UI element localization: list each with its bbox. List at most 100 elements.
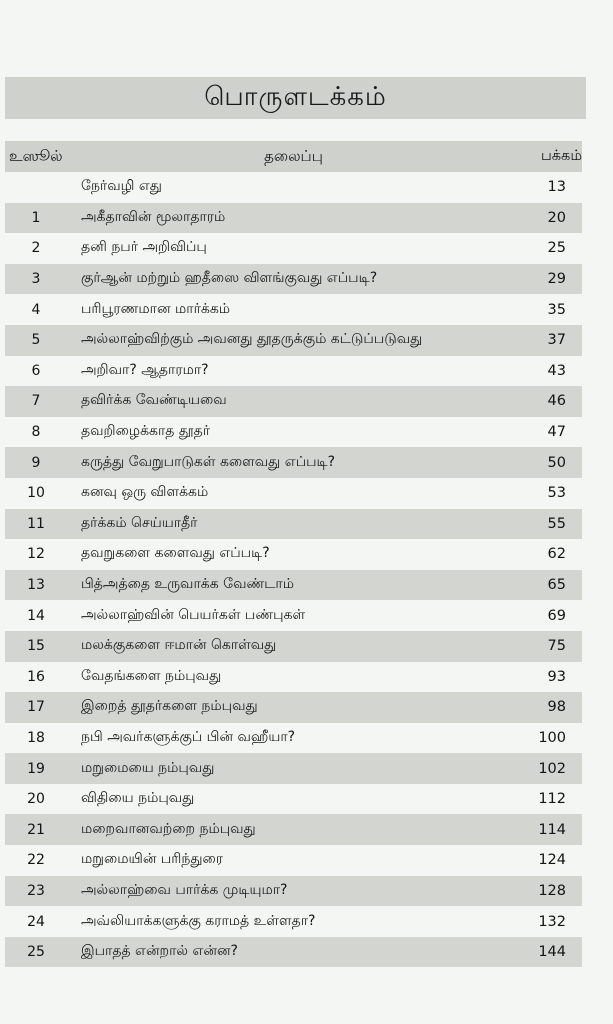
title-band: பொருளடக்கம் <box>5 77 586 119</box>
chapter-topic: தவறிழைக்காத தூதர் <box>81 423 211 440</box>
table-row: 13 பித்அத்தை உருவாக்க வேண்டாம் 65 <box>5 569 582 601</box>
table-header: உஸூல் தலைப்பு பக்கம் <box>5 141 582 172</box>
page-number: 102 <box>538 760 566 777</box>
chapter-topic: நேர்வழி எது <box>81 178 162 195</box>
chapter-topic: கனவு ஒரு விளக்கம் <box>81 484 209 501</box>
chapter-topic: மறைவானவற்றை நம்புவது <box>81 820 256 837</box>
chapter-topic: தனி நபர் அறிவிப்பு <box>81 239 207 256</box>
page-number: 29 <box>547 271 566 288</box>
table-row: 9 கருத்து வேறுபாடுகள் களைவது எப்படி? 50 <box>5 447 582 478</box>
chapter-number: 22 <box>27 852 45 869</box>
chapter-topic: அல்லாஹ்வை பார்க்க முடியுமா? <box>81 881 288 898</box>
page-number: 93 <box>547 668 566 685</box>
chapter-topic: பரிபூரணமான மார்க்கம் <box>81 300 231 317</box>
page-number: 112 <box>538 791 566 808</box>
page-number: 43 <box>547 362 566 379</box>
table-row: 10 கனவு ஒரு விளக்கம் 53 <box>5 478 582 509</box>
chapter-topic: தர்க்கம் செய்யாதீர் <box>81 514 198 531</box>
chapter-topic: இபாதத் என்றால் என்ன? <box>81 943 238 960</box>
chapter-topic: அல்லாஹ்விற்கும் அவனது தூதருக்கும் கட்டுப… <box>81 331 423 348</box>
table-row: 23 அல்லாஹ்வை பார்க்க முடியுமா? 128 <box>5 875 582 907</box>
page-number: 37 <box>547 332 566 349</box>
table-row: நேர்வழி எது 13 <box>5 172 582 203</box>
page-number: 35 <box>547 301 566 318</box>
header-page: பக்கம் <box>540 147 582 164</box>
chapter-number: 3 <box>31 271 41 288</box>
chapter-number: 1 <box>31 209 41 226</box>
chapter-number: 14 <box>27 607 45 624</box>
page-number: 46 <box>547 393 566 410</box>
chapter-number: 25 <box>27 944 45 961</box>
table-row: 14 அல்லாஹ்வின் பெயர்கள் பண்புகள் 69 <box>5 600 582 631</box>
table-row: 2 தனி நபர் அறிவிப்பு 25 <box>5 233 582 264</box>
chapter-topic: தவறுகளை களைவது எப்படி? <box>81 545 270 562</box>
page-number: 98 <box>547 699 566 716</box>
page-number: 65 <box>547 577 566 594</box>
chapter-number: 7 <box>31 393 41 410</box>
chapter-topic: மறுமையை நம்புவது <box>81 759 215 776</box>
chapter-number: 5 <box>31 332 41 349</box>
chapter-number: 6 <box>31 362 41 379</box>
page-number: 62 <box>547 546 566 563</box>
page-number: 47 <box>547 424 566 441</box>
header-number: உஸூல் <box>9 146 63 165</box>
chapter-number: 17 <box>27 699 45 716</box>
chapter-number: 23 <box>27 882 45 899</box>
chapter-topic: அல்லாஹ்வின் பெயர்கள் பண்புகள் <box>81 606 306 623</box>
table-row: 17 இறைத் தூதர்களை நம்புவது 98 <box>5 692 582 723</box>
chapter-number: 16 <box>27 668 45 685</box>
chapter-number: 21 <box>27 821 45 838</box>
table-row: 12 தவறுகளை களைவது எப்படி? 62 <box>5 539 582 570</box>
table-row: 3 குர்ஆன் மற்றும் ஹதீஸை விளங்குவது எப்படி… <box>5 263 582 295</box>
chapter-topic: தவிர்க்க வேண்டியவை <box>81 392 227 409</box>
page-number: 55 <box>547 515 566 532</box>
table-row: 16 வேதங்களை நம்புவது 93 <box>5 662 582 693</box>
chapter-number: 8 <box>31 424 41 441</box>
table-row: 25 இபாதத் என்றால் என்ன? 144 <box>5 936 582 968</box>
table-row: 21 மறைவானவற்றை நம்புவது 114 <box>5 814 582 846</box>
page-number: 128 <box>538 882 566 899</box>
page-number: 20 <box>547 209 566 226</box>
chapter-topic: கருத்து வேறுபாடுகள் களைவது எப்படி? <box>81 453 336 470</box>
chapter-topic: மறுமையின் பரிந்துரை <box>81 851 223 868</box>
page-number: 114 <box>538 821 566 838</box>
chapter-number: 19 <box>27 760 45 777</box>
chapter-topic: அகீதாவின் மூலாதாரம் <box>81 208 226 225</box>
chapter-number: 11 <box>27 515 45 532</box>
table-body: நேர்வழி எது 13 1 அகீதாவின் மூலாதாரம் 20 2 தனி … <box>5 172 582 968</box>
chapter-number: 12 <box>27 546 45 563</box>
page-number: 13 <box>547 179 566 196</box>
chapter-number: 2 <box>31 240 41 257</box>
table-row: 8 தவறிழைக்காத தூதர் 47 <box>5 417 582 448</box>
chapter-number: 20 <box>27 791 45 808</box>
contents-table: உஸூல் தலைப்பு பக்கம் நேர்வழி எது 13 1 அகீதா… <box>5 141 582 968</box>
header-topic: தலைப்பு <box>264 146 323 165</box>
chapter-number: 10 <box>27 485 45 502</box>
table-row: 24 அவ்லியாக்களுக்கு கராமத் உள்ளதா? 132 <box>5 906 582 937</box>
table-row: 1 அகீதாவின் மூலாதாரம் 20 <box>5 202 582 234</box>
table-row: 20 விதியை நம்புவது 112 <box>5 784 582 815</box>
chapter-number: 24 <box>27 913 45 930</box>
chapter-topic: அவ்லியாக்களுக்கு கராமத் உள்ளதா? <box>81 912 316 929</box>
page-number: 124 <box>538 852 566 869</box>
table-row: 11 தர்க்கம் செய்யாதீர் 55 <box>5 508 582 540</box>
chapter-topic: வேதங்களை நம்புவது <box>81 667 222 684</box>
page-number: 100 <box>538 729 566 746</box>
chapter-number: 18 <box>27 729 45 746</box>
page-title: பொருளடக்கம் <box>204 81 387 112</box>
page-number: 69 <box>547 607 566 624</box>
table-row: 18 நபி அவர்களுக்குப் பின் வஹீயா? 100 <box>5 723 582 754</box>
chapter-number: 9 <box>31 454 41 471</box>
chapter-topic: விதியை நம்புவது <box>81 790 195 807</box>
chapter-topic: இறைத் தூதர்களை நம்புவது <box>81 698 258 715</box>
chapter-topic: நபி அவர்களுக்குப் பின் வஹீயா? <box>81 728 296 745</box>
table-row: 15 மலக்குகளை ஈமான் கொள்வது 75 <box>5 630 582 662</box>
chapter-topic: பித்அத்தை உருவாக்க வேண்டாம் <box>81 576 295 593</box>
page-number: 132 <box>538 913 566 930</box>
page-number: 25 <box>547 240 566 257</box>
table-row: 7 தவிர்க்க வேண்டியவை 46 <box>5 386 582 417</box>
table-row: 5 அல்லாஹ்விற்கும் அவனது தூதருக்கும் கட்டு… <box>5 324 582 356</box>
table-row: 22 மறுமையின் பரிந்துரை 124 <box>5 845 582 876</box>
chapter-topic: மலக்குகளை ஈமான் கொள்வது <box>81 637 277 654</box>
chapter-topic: அறிவா? ஆதாரமா? <box>81 361 209 378</box>
